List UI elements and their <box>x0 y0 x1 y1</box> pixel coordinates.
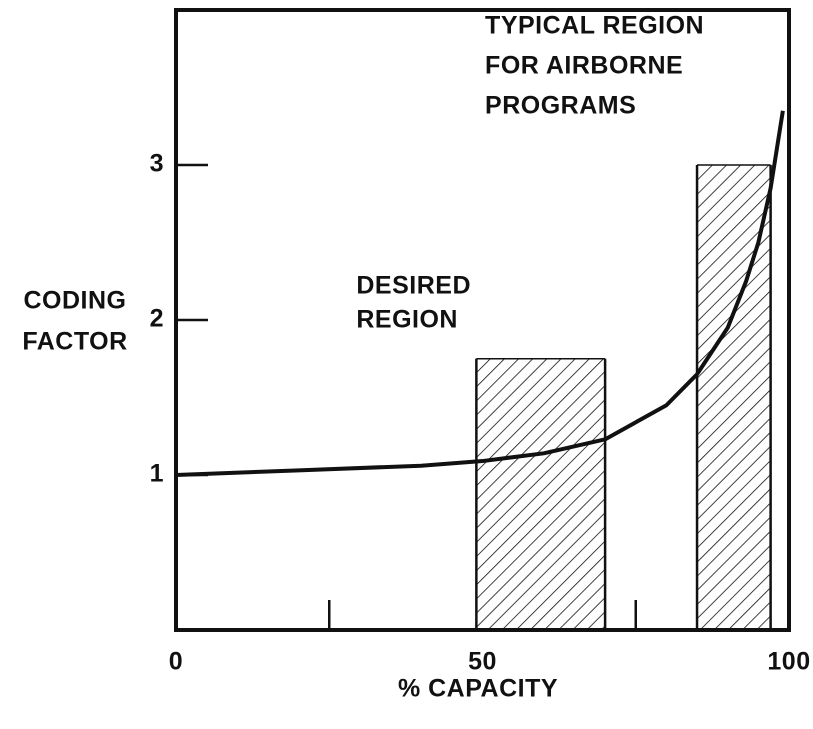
y-axis-label: CODING <box>24 287 127 315</box>
region-label: PROGRAMS <box>485 92 636 120</box>
curve <box>175 110 785 477</box>
region-label: TYPICAL REGION <box>485 12 704 40</box>
x-axis-label: % CAPACITY <box>398 675 558 703</box>
region-label: REGION <box>356 305 458 333</box>
x-tick-label: 50 <box>468 648 497 676</box>
y-tick-label: 1 <box>150 460 164 488</box>
hatched-region <box>476 358 606 630</box>
region-label: FOR AIRBORNE <box>485 52 683 80</box>
x-tick-label: 100 <box>767 648 810 676</box>
y-tick-label: 2 <box>150 305 164 333</box>
y-axis-label: FACTOR <box>22 328 127 356</box>
region-label: DESIRED <box>356 271 471 299</box>
x-tick-label: 0 <box>169 648 183 676</box>
y-tick-label: 3 <box>150 150 164 178</box>
